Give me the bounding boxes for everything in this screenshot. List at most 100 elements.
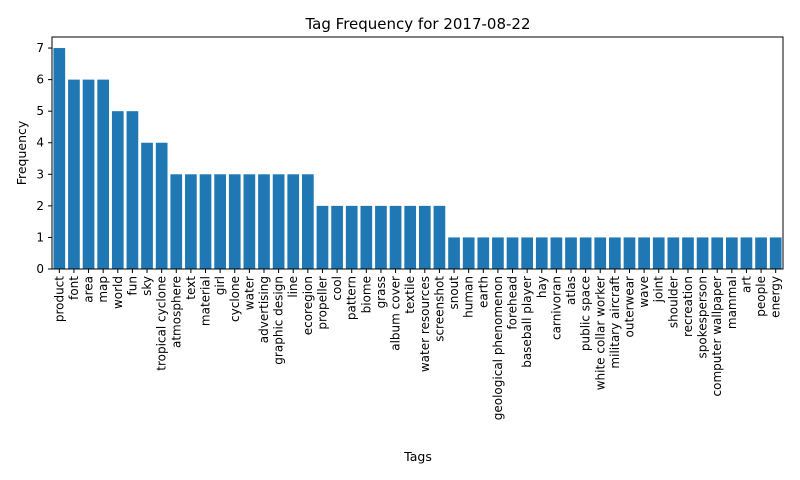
x-tick-label: water — [242, 276, 256, 310]
bar-military-aircraft — [609, 237, 621, 269]
bar-water-resources — [418, 205, 431, 269]
x-tick-label: public space — [579, 276, 593, 351]
x-tick-label: shoulder — [666, 276, 680, 328]
x-tick-label: atmosphere — [169, 276, 183, 348]
x-tick-label: fun — [125, 276, 139, 295]
bar-font — [68, 79, 80, 269]
bar-public-space — [579, 237, 592, 269]
x-tick-label: album cover — [389, 276, 403, 351]
bar-area — [82, 79, 95, 269]
bar-earth — [477, 237, 490, 269]
x-tick-label: outerwear — [622, 276, 636, 338]
x-axis-label: Tags — [403, 449, 432, 464]
bars-group — [53, 48, 782, 269]
x-axis: product font area map world fun sky tropical cy… — [52, 269, 783, 420]
y-tick-label: 3 — [36, 167, 44, 181]
bar-forehead — [506, 237, 519, 269]
bar-sky — [141, 142, 153, 269]
x-tick-label: atlas — [564, 276, 578, 305]
x-tick-label: graphic design — [272, 276, 286, 365]
x-tick-label: product — [52, 276, 66, 322]
bar-human — [462, 237, 475, 269]
bar-text — [185, 174, 197, 269]
x-tick-label: wave — [637, 276, 651, 308]
y-tick-label: 7 — [36, 41, 44, 55]
x-tick-label: world — [111, 276, 125, 309]
x-tick-label: mammal — [725, 276, 739, 329]
bar-mammal — [725, 237, 738, 269]
bar-carnivoran — [550, 237, 563, 269]
x-tick-label: map — [96, 276, 110, 303]
bar-geological-phenomenon — [492, 237, 504, 269]
bar-tropical-cyclone — [155, 142, 168, 269]
y-tick-label: 5 — [36, 104, 44, 118]
bar-water — [243, 174, 256, 269]
bar-baseball-player — [521, 237, 533, 269]
x-tick-label: computer wallpaper — [710, 276, 724, 396]
bar-material — [199, 174, 212, 269]
bar-recreation — [682, 237, 694, 269]
x-tick-label: cyclone — [228, 276, 242, 322]
y-tick-label: 4 — [36, 136, 44, 150]
bar-ecoregion — [302, 174, 314, 269]
x-tick-label: propeller — [315, 276, 329, 330]
bar-shoulder — [667, 237, 680, 269]
bar-white-collar-worker — [594, 237, 607, 269]
bar-joint — [652, 237, 665, 269]
x-tick-label: snout — [447, 276, 461, 310]
bar-people — [755, 237, 767, 269]
bar-propeller — [316, 205, 329, 269]
x-tick-label: earth — [476, 276, 490, 308]
y-axis: 0 1 2 3 4 5 6 7 — [36, 41, 52, 276]
y-axis-label: Frequency — [14, 120, 29, 185]
bar-pattern — [345, 205, 358, 269]
x-tick-label: joint — [652, 276, 666, 304]
y-tick-label: 1 — [36, 230, 44, 244]
y-tick-label: 2 — [36, 199, 44, 213]
x-tick-label: pattern — [345, 276, 359, 320]
x-tick-label: baseball player — [520, 276, 534, 368]
bar-line — [287, 174, 300, 269]
x-tick-label: area — [82, 276, 96, 303]
x-tick-label: screenshot — [432, 276, 446, 342]
x-tick-label: biome — [359, 276, 373, 313]
bar-album-cover — [389, 205, 402, 269]
x-tick-label: ecoregion — [301, 276, 315, 335]
bar-graphic-design — [272, 174, 285, 269]
bar-biome — [360, 205, 373, 269]
bar-fun — [126, 111, 139, 269]
bar-grass — [375, 205, 387, 269]
x-tick-label: advertising — [257, 276, 271, 343]
x-tick-label: people — [754, 276, 768, 317]
x-tick-label: spokesperson — [696, 276, 710, 359]
x-tick-label: material — [199, 276, 213, 326]
x-tick-label: hay — [535, 276, 549, 298]
bar-energy — [769, 237, 782, 269]
bar-snout — [448, 237, 460, 269]
x-tick-label: forehead — [506, 276, 520, 330]
bar-hay — [535, 237, 548, 269]
x-tick-label: military aircraft — [608, 276, 622, 369]
bar-cyclone — [228, 174, 241, 269]
bar-world — [111, 111, 124, 269]
x-tick-label: grass — [374, 276, 388, 308]
x-tick-label: tropical cyclone — [155, 276, 169, 371]
x-tick-label: textile — [403, 276, 417, 314]
x-tick-label: energy — [769, 276, 783, 318]
bar-outerwear — [623, 237, 636, 269]
x-tick-label: line — [286, 276, 300, 298]
x-tick-label: text — [184, 276, 198, 300]
plot-frame — [51, 36, 784, 270]
x-tick-label: sky — [140, 276, 154, 296]
bar-art — [740, 237, 753, 269]
chart-title: Tag Frequency for 2017-08-22 — [305, 15, 531, 33]
x-tick-label: font — [67, 276, 81, 300]
bar-textile — [404, 205, 417, 269]
bar-computer-wallpaper — [711, 237, 724, 269]
y-tick-label: 0 — [36, 262, 44, 276]
x-tick-label: girl — [213, 276, 227, 295]
x-tick-label: cool — [330, 276, 344, 301]
bar-screenshot — [433, 205, 446, 269]
x-tick-label: recreation — [681, 276, 695, 337]
